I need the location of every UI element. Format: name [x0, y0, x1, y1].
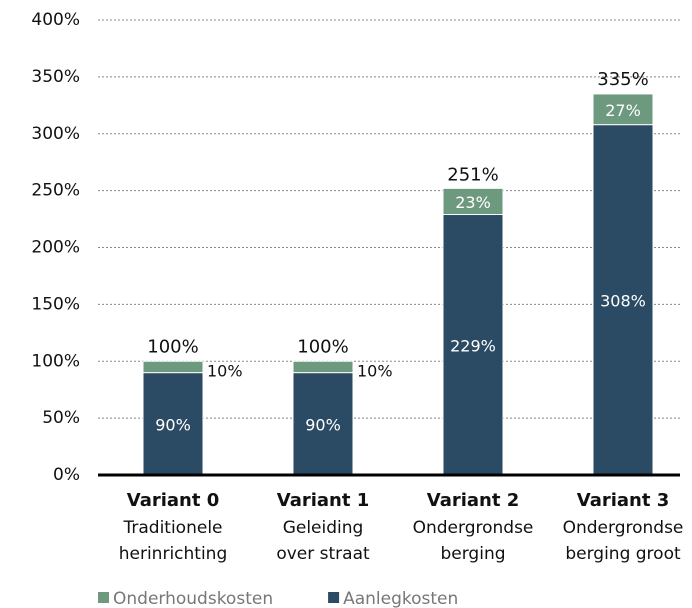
legend-label: Aanlegkosten: [343, 589, 458, 608]
category-detail: herinrichting: [119, 544, 228, 564]
x-tick-label: Variant 0: [127, 490, 220, 511]
value-label: 229%: [450, 336, 496, 355]
total-label: 100%: [147, 336, 198, 357]
y-tick-label: 250%: [31, 181, 80, 201]
y-tick-label: 50%: [42, 408, 80, 428]
category-detail: berging groot: [565, 544, 681, 564]
total-label: 251%: [447, 164, 498, 185]
bar-segment: [442, 187, 504, 216]
x-tick-label: Variant 2: [427, 490, 520, 511]
bar-segment: [592, 124, 654, 476]
value-label: 23%: [455, 193, 491, 212]
total-label: 100%: [297, 336, 348, 357]
category-detail: berging: [440, 544, 505, 564]
bar-segment: [142, 372, 204, 476]
bar-segment: [292, 360, 354, 374]
legend-swatch: [98, 592, 109, 603]
bar-segment: [442, 214, 504, 476]
value-label: 90%: [305, 415, 341, 434]
legend-label: Onderhoudskosten: [113, 589, 273, 608]
value-label: 27%: [605, 101, 641, 120]
y-tick-label: 400%: [31, 10, 80, 30]
category-detail: Traditionele: [122, 518, 222, 538]
y-tick-label: 300%: [31, 124, 80, 144]
x-tick-label: Variant 3: [577, 490, 670, 511]
value-label: 90%: [155, 415, 191, 434]
category-detail: Geleiding: [283, 518, 364, 538]
value-label: 308%: [600, 291, 646, 310]
y-tick-label: 200%: [31, 238, 80, 258]
x-tick-label: Variant 1: [277, 490, 370, 511]
value-label: 10%: [207, 361, 243, 380]
value-label: 10%: [357, 361, 393, 380]
bar-segment: [592, 93, 654, 126]
category-detail: Ondergrondse: [413, 518, 534, 538]
legend-swatch: [328, 592, 340, 603]
total-label: 335%: [597, 69, 648, 90]
y-tick-label: 350%: [31, 67, 80, 87]
y-tick-label: 150%: [31, 294, 80, 314]
bar-segment: [142, 360, 204, 374]
category-detail: over straat: [276, 544, 370, 564]
y-tick-label: 100%: [31, 351, 80, 371]
y-tick-label: 0%: [53, 465, 80, 485]
category-detail: Ondergrondse: [563, 518, 684, 538]
